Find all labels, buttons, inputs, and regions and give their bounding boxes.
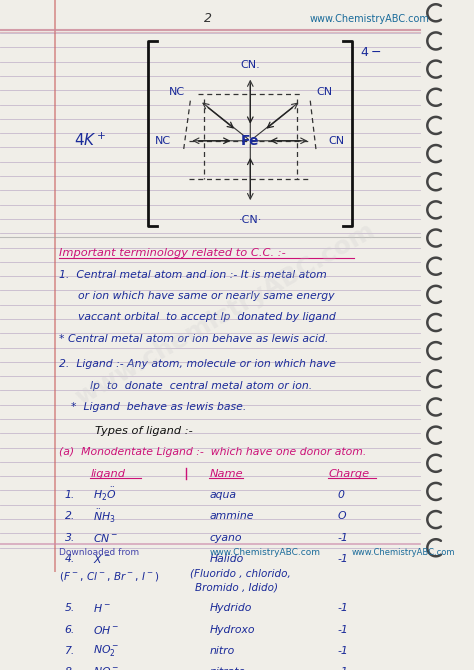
Text: -1: -1 bbox=[338, 646, 348, 656]
Text: www.ChemistryABC.com: www.ChemistryABC.com bbox=[310, 14, 430, 23]
Text: 2.: 2. bbox=[65, 511, 75, 521]
Text: $OH^-$: $OH^-$ bbox=[93, 624, 120, 636]
Text: $H^-$: $H^-$ bbox=[93, 602, 111, 614]
Text: (Fluorido , chlorido,: (Fluorido , chlorido, bbox=[191, 568, 291, 578]
Text: (a)  Monodentate Ligand :-  which have one donor atom.: (a) Monodentate Ligand :- which have one… bbox=[59, 447, 366, 457]
Text: 8.: 8. bbox=[65, 667, 75, 670]
Text: 1.  Central metal atom and ion :- It is metal atom: 1. Central metal atom and ion :- It is m… bbox=[59, 270, 327, 280]
Text: -1: -1 bbox=[338, 603, 348, 613]
Text: nitro: nitro bbox=[210, 646, 235, 656]
Text: lp  to  donate  central metal atom or ion.: lp to donate central metal atom or ion. bbox=[91, 381, 313, 391]
Text: $(F^-,\,Cl^-,\,Br^-,\,I^-)$: $(F^-,\,Cl^-,\,Br^-,\,I^-)$ bbox=[59, 570, 160, 584]
Text: Types of ligand :-: Types of ligand :- bbox=[95, 426, 193, 436]
Text: Fe: Fe bbox=[241, 134, 260, 148]
Text: CN: CN bbox=[328, 136, 345, 146]
Text: *  Ligand  behave as lewis base.: * Ligand behave as lewis base. bbox=[72, 402, 247, 412]
Text: $NO_3^-$: $NO_3^-$ bbox=[93, 665, 120, 670]
Text: aqua: aqua bbox=[210, 490, 237, 500]
Text: * Central metal atom or ion behave as lewis acid.: * Central metal atom or ion behave as le… bbox=[59, 334, 328, 344]
Text: CN: CN bbox=[316, 87, 332, 97]
Text: Important terminology related to C.C. :-: Important terminology related to C.C. :- bbox=[59, 249, 286, 259]
Text: Halido: Halido bbox=[210, 554, 244, 564]
Text: 2.  Ligand :- Any atom, molecule or ion which have: 2. Ligand :- Any atom, molecule or ion w… bbox=[59, 359, 336, 369]
Text: 3.: 3. bbox=[65, 533, 75, 543]
Text: cyano: cyano bbox=[210, 533, 242, 543]
Text: 1.: 1. bbox=[65, 490, 75, 500]
Text: CN.: CN. bbox=[240, 60, 260, 70]
Text: O: O bbox=[338, 511, 346, 521]
Text: Downloaded from: Downloaded from bbox=[59, 548, 139, 557]
Text: -1: -1 bbox=[338, 533, 348, 543]
Text: NC: NC bbox=[168, 87, 185, 97]
Text: www.ChemistryABC.com: www.ChemistryABC.com bbox=[210, 548, 320, 557]
Text: Charge: Charge bbox=[328, 468, 369, 478]
Text: ammine: ammine bbox=[210, 511, 254, 521]
Text: $H_2\ddot{O}$: $H_2\ddot{O}$ bbox=[93, 486, 117, 503]
Text: $CN^-$: $CN^-$ bbox=[93, 531, 119, 543]
Text: $\ddot{N}H_3$: $\ddot{N}H_3$ bbox=[93, 508, 116, 525]
Text: ligand: ligand bbox=[91, 468, 126, 478]
Text: NC: NC bbox=[155, 136, 171, 146]
Text: vaccant orbital  to accept lp  donated by ligand: vaccant orbital to accept lp donated by … bbox=[78, 312, 336, 322]
Text: www.chemistryABC.com: www.chemistryABC.com bbox=[72, 218, 380, 410]
Text: -1: -1 bbox=[338, 667, 348, 670]
Text: ·CN·: ·CN· bbox=[238, 215, 262, 225]
Text: $X^-$: $X^-$ bbox=[93, 553, 111, 565]
Text: 0: 0 bbox=[338, 490, 345, 500]
Text: -1: -1 bbox=[338, 554, 348, 564]
Text: Bromido , Idido): Bromido , Idido) bbox=[195, 583, 278, 593]
Text: -1: -1 bbox=[338, 624, 348, 634]
Text: nitrato: nitrato bbox=[210, 667, 246, 670]
Text: Hydrido: Hydrido bbox=[210, 603, 252, 613]
Text: 7.: 7. bbox=[65, 646, 75, 656]
Text: $NO_2^-$: $NO_2^-$ bbox=[93, 643, 120, 659]
Text: 5.: 5. bbox=[65, 603, 75, 613]
Text: www.ChemistryABC.com: www.ChemistryABC.com bbox=[352, 548, 456, 557]
Text: Name: Name bbox=[210, 468, 243, 478]
Text: 6.: 6. bbox=[65, 624, 75, 634]
Text: 2: 2 bbox=[203, 12, 211, 25]
Text: or ion which have same or nearly same energy: or ion which have same or nearly same en… bbox=[78, 291, 335, 301]
Text: $4-$: $4-$ bbox=[360, 46, 381, 60]
Text: $4K^+$: $4K^+$ bbox=[74, 132, 107, 149]
Text: Hydroxo: Hydroxo bbox=[210, 624, 255, 634]
Text: 4.: 4. bbox=[65, 554, 75, 564]
